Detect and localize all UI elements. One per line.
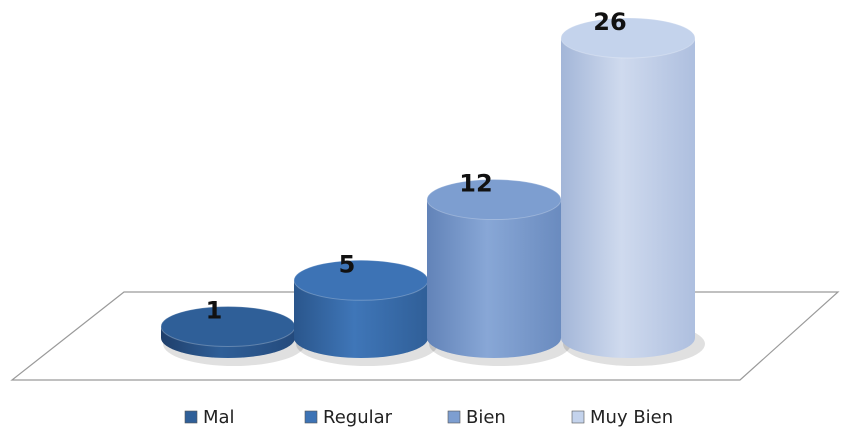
data-labels-group: 1 5 12 26 [206, 8, 627, 324]
data-label: 26 [593, 8, 626, 36]
bar-top [560, 17, 696, 59]
bar-body [427, 199, 561, 358]
data-label: 5 [339, 250, 356, 278]
legend-swatch [571, 410, 585, 424]
bar-mal [160, 305, 305, 366]
legend: Mal Regular Bien Muy Bien [184, 407, 673, 428]
legend-swatch [304, 410, 318, 424]
legend-swatch [447, 410, 461, 424]
bar-top [293, 259, 429, 301]
bar-muy-bien [560, 17, 705, 366]
legend-label: Muy Bien [590, 407, 673, 428]
data-label: 12 [459, 170, 492, 198]
legend-swatch [184, 410, 198, 424]
bar-body [294, 280, 428, 358]
bar-body [561, 38, 695, 358]
bar-top [160, 305, 296, 347]
bars-group [160, 17, 705, 366]
bar-top [426, 179, 562, 221]
bar-regular [293, 259, 438, 366]
data-label: 1 [206, 296, 223, 324]
legend-label: Mal [203, 407, 235, 428]
legend-label: Regular [323, 407, 393, 428]
legend-label: Bien [466, 407, 506, 428]
bar-bien [426, 179, 571, 366]
